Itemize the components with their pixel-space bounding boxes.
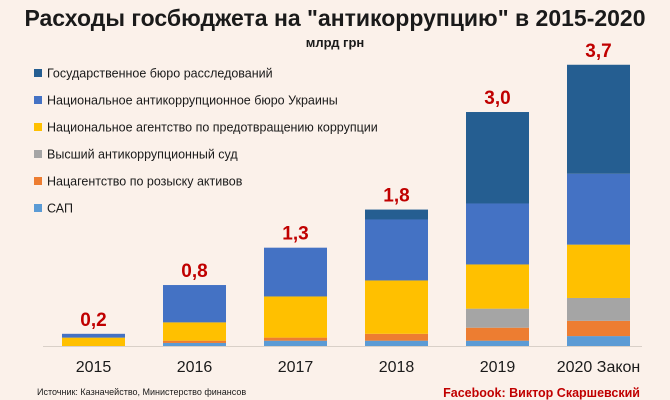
bar-total-label: 0,2: [80, 310, 106, 331]
bar-segment: [567, 297, 630, 321]
bar-segment: [365, 340, 428, 346]
legend-swatch: [34, 96, 42, 104]
bar-segment: [62, 333, 125, 338]
legend-label: Государственное бюро расследований: [47, 67, 273, 81]
bar-total-label: 1,3: [282, 224, 308, 245]
bar-segment: [466, 327, 529, 341]
bar-segment: [365, 333, 428, 341]
bar-segment: [163, 285, 226, 323]
legend-label: Национальное агентство по предотвращению…: [47, 121, 378, 135]
bar-segment: [466, 112, 529, 204]
x-tick-label: 2018: [379, 359, 415, 376]
legend-label: Национальное антикоррупционное бюро Укра…: [47, 94, 338, 108]
bar-stack: [567, 64, 630, 346]
x-tick-label: 2020 Закон: [557, 359, 641, 376]
bar-segment: [466, 340, 529, 346]
bar-segment: [163, 340, 226, 343]
legend-item: Нацагентство по розыску активов: [34, 175, 243, 189]
source-note: Источник: Казначейство, Министерство фин…: [37, 387, 246, 397]
bar-segment: [567, 64, 630, 174]
bar-segment: [264, 340, 327, 346]
bar-stack: [264, 247, 327, 346]
legend-item: Национальное агентство по предотвращению…: [34, 121, 378, 135]
legend-swatch: [34, 204, 42, 212]
bar-segment: [466, 264, 529, 309]
bar-total-label: 0,8: [181, 261, 207, 282]
x-tick-label: 2019: [480, 359, 516, 376]
legend-item: Высший антикоррупционный суд: [34, 148, 238, 162]
bar-total-label: 3,0: [484, 88, 510, 109]
bar-segment: [62, 337, 125, 346]
legend-swatch: [34, 123, 42, 131]
legend-swatch: [34, 150, 42, 158]
bar-segment: [264, 296, 327, 338]
bar-segment: [264, 247, 327, 297]
bar-segment: [163, 342, 226, 346]
bar-total-label: 3,7: [585, 41, 611, 62]
bar-total-label: 1,8: [383, 186, 409, 207]
legend-label: Высший антикоррупционный суд: [47, 148, 238, 162]
x-tick-label: 2015: [76, 359, 112, 376]
legend-swatch: [34, 69, 42, 77]
bars: [62, 64, 630, 346]
x-tick-label: 2016: [177, 359, 213, 376]
bar-segment: [466, 308, 529, 328]
bar-segment: [365, 219, 428, 281]
author-credit: Facebook: Виктор Скаршевский: [443, 386, 640, 400]
bar-stack: [62, 333, 125, 346]
bar-segment: [567, 244, 630, 298]
legend-item: САП: [34, 202, 73, 216]
bar-stack: [163, 285, 226, 346]
bar-stack: [365, 209, 428, 346]
chart-subtitle: млрд грн: [306, 35, 365, 50]
x-tick-labels: 2015 2016 2017 2018 2019 2020 Закон: [76, 359, 641, 376]
bar-segment: [567, 336, 630, 346]
legend-swatch: [34, 177, 42, 185]
legend-item: Национальное антикоррупционное бюро Укра…: [34, 94, 338, 108]
bar-segment: [264, 337, 327, 341]
bar-segment: [466, 203, 529, 265]
bar-segment: [567, 173, 630, 245]
x-tick-label: 2017: [278, 359, 314, 376]
bar-stack: [466, 112, 529, 346]
bar-segment: [365, 209, 428, 220]
legend: Государственное бюро расследований Национ…: [34, 67, 378, 216]
bar-segment: [567, 320, 630, 337]
legend-label: САП: [47, 202, 73, 216]
legend-label: Нацагентство по розыску активов: [47, 175, 243, 189]
legend-item: Государственное бюро расследований: [34, 67, 273, 81]
bar-segment: [163, 322, 226, 341]
total-labels: 0,2 0,8 1,3 1,8 3,0 3,7: [80, 41, 611, 331]
bar-segment: [365, 280, 428, 334]
chart-title: Расходы госбюджета на "антикоррупцию" в …: [24, 5, 645, 31]
